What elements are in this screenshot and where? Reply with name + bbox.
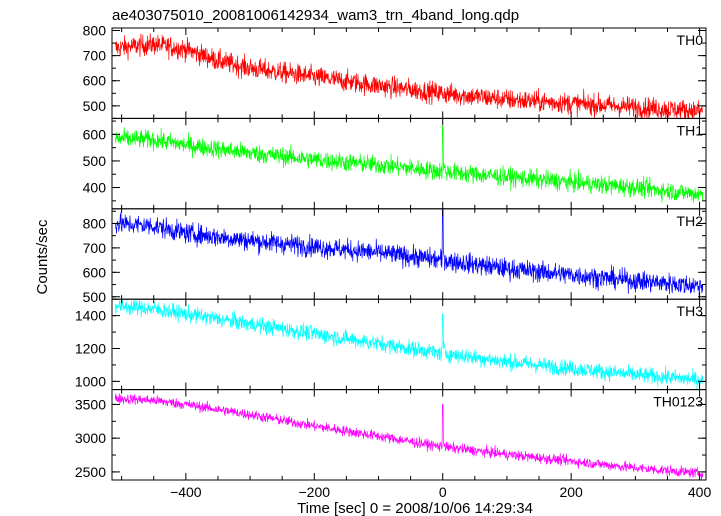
panel-label: TH3 xyxy=(677,303,704,319)
panel-label: TH2 xyxy=(677,213,704,229)
panel-frame xyxy=(111,389,707,481)
panel-frame xyxy=(111,208,707,300)
x-axis: −400 −200 0 200 400 xyxy=(170,484,711,500)
y-tick-label: 500 xyxy=(83,98,107,114)
series-line-th0 xyxy=(114,33,704,119)
chart-title: ae403075010_20081006142934_wam3_trn_4ban… xyxy=(112,7,519,24)
y-tick-label: 400 xyxy=(83,180,107,196)
y-tick-label: 800 xyxy=(83,215,107,231)
y-tick-label: 500 xyxy=(83,289,107,305)
y-tick-label: 1400 xyxy=(75,308,106,324)
y-tick-label: 1000 xyxy=(75,373,106,389)
x-tick-label: 400 xyxy=(688,484,712,500)
panel-th2: 500 600 700 800 TH2 xyxy=(83,208,707,305)
panel-frame xyxy=(111,117,707,210)
panel-th0: 500 600 700 800 TH0 xyxy=(83,23,707,119)
panel-th3: 1000 1200 1400 TH3 xyxy=(75,298,707,391)
y-tick-label: 2500 xyxy=(75,464,106,480)
y-tick-label: 600 xyxy=(83,126,107,142)
panel-label: TH1 xyxy=(677,122,704,138)
x-tick-label: 200 xyxy=(559,484,583,500)
panel-th0123: 2500 3000 3500 TH0123 xyxy=(75,389,707,481)
y-tick-label: 3000 xyxy=(75,430,106,446)
y-tick-label: 700 xyxy=(83,240,107,256)
y-axis-label: Counts/sec xyxy=(34,219,51,295)
panel-label: TH0 xyxy=(677,32,704,48)
x-tick-label: −400 xyxy=(170,484,202,500)
series-line-th3 xyxy=(114,299,704,390)
y-tick-label: 600 xyxy=(83,264,107,280)
series-line-th1 xyxy=(114,126,704,203)
y-tick-label: 800 xyxy=(83,23,107,39)
y-tick-label: 500 xyxy=(83,153,107,169)
series-line-th0123 xyxy=(114,392,704,480)
series-line-th2 xyxy=(114,209,704,299)
panels: 500 600 700 800 TH0 400 500 600 TH1 500 600 700 800 T… xyxy=(75,23,707,481)
panel-label: TH0123 xyxy=(653,394,703,410)
panel-frame xyxy=(111,27,707,119)
x-tick-label: 0 xyxy=(439,484,447,500)
y-tick-label: 1200 xyxy=(75,341,106,357)
y-tick-label: 600 xyxy=(83,73,107,89)
panel-th1: 400 500 600 TH1 xyxy=(83,117,707,210)
x-axis-label: Time [sec] 0 = 2008/10/06 14:29:34 xyxy=(297,500,533,516)
x-tick-label: −200 xyxy=(299,484,331,500)
y-tick-label: 700 xyxy=(83,48,107,64)
y-tick-label: 3500 xyxy=(75,396,106,412)
